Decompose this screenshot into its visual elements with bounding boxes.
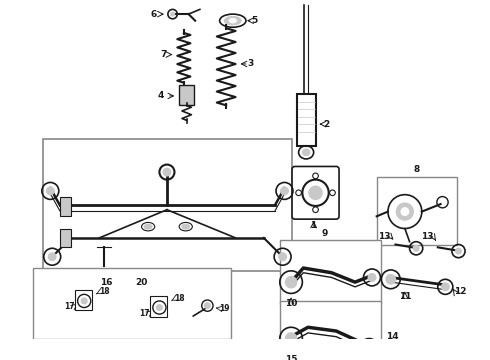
Circle shape — [157, 305, 162, 310]
Ellipse shape — [302, 149, 310, 156]
Circle shape — [441, 283, 449, 291]
Bar — [179, 85, 194, 105]
Text: 2: 2 — [323, 120, 329, 129]
Text: 14: 14 — [386, 332, 399, 341]
Circle shape — [286, 333, 297, 344]
Text: 10: 10 — [285, 299, 297, 308]
Circle shape — [365, 343, 374, 353]
Text: 1: 1 — [311, 221, 317, 230]
Bar — [280, 301, 381, 360]
Text: 4: 4 — [157, 91, 164, 100]
Text: 9: 9 — [322, 229, 328, 238]
Circle shape — [386, 275, 395, 284]
Circle shape — [47, 187, 54, 195]
Bar — [60, 229, 71, 247]
Ellipse shape — [224, 17, 241, 25]
Text: 17: 17 — [64, 302, 74, 311]
Text: 12: 12 — [454, 287, 466, 296]
Text: 17: 17 — [139, 309, 149, 318]
Text: 20: 20 — [135, 278, 148, 287]
Text: 11: 11 — [399, 292, 411, 301]
Circle shape — [163, 168, 171, 176]
Circle shape — [414, 246, 419, 251]
Bar — [43, 139, 292, 271]
Text: 19: 19 — [220, 304, 230, 313]
Bar — [33, 268, 231, 338]
Text: 7: 7 — [160, 50, 167, 59]
Circle shape — [309, 186, 322, 199]
Ellipse shape — [182, 224, 190, 229]
Bar — [60, 198, 71, 216]
Circle shape — [456, 248, 461, 254]
Circle shape — [286, 276, 297, 288]
Text: 16: 16 — [100, 278, 113, 287]
Ellipse shape — [229, 18, 237, 23]
Text: 18: 18 — [99, 287, 110, 296]
Ellipse shape — [145, 224, 152, 229]
Bar — [377, 177, 457, 244]
Circle shape — [368, 274, 376, 281]
Circle shape — [81, 298, 87, 304]
Text: 13: 13 — [420, 233, 433, 242]
Bar — [150, 296, 167, 317]
Bar — [297, 94, 316, 146]
Circle shape — [279, 253, 286, 261]
Circle shape — [401, 208, 409, 215]
Text: 15: 15 — [285, 355, 297, 360]
Circle shape — [281, 187, 288, 195]
FancyBboxPatch shape — [292, 166, 339, 219]
Text: 5: 5 — [251, 16, 258, 25]
Circle shape — [171, 12, 174, 16]
Circle shape — [204, 303, 210, 309]
Text: 6: 6 — [150, 10, 157, 19]
Circle shape — [49, 253, 56, 261]
Bar — [280, 240, 381, 304]
Circle shape — [396, 203, 414, 220]
Text: 8: 8 — [413, 165, 419, 174]
Bar — [75, 290, 92, 310]
Text: 18: 18 — [174, 294, 185, 303]
Text: 3: 3 — [248, 59, 254, 68]
Text: 13: 13 — [378, 233, 391, 242]
